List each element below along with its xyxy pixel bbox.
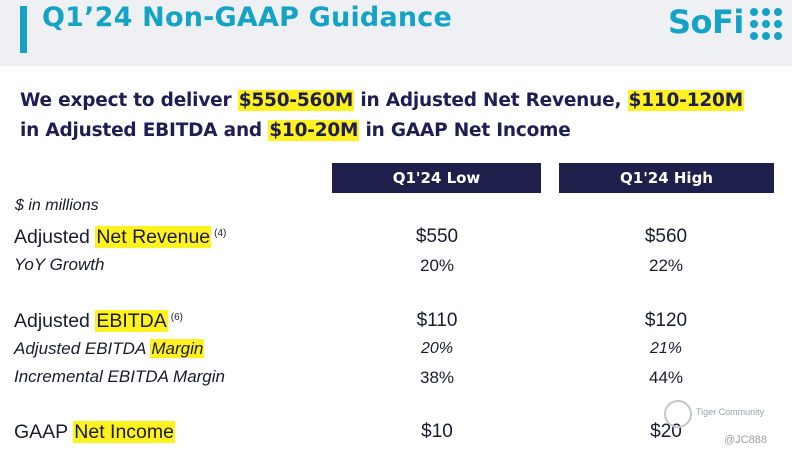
header-bar [0,0,792,66]
row-label-adjusted-ebitda-margin: Adjusted EBITDA Margin [14,339,205,358]
tiger-community-logo-icon [664,400,692,428]
net-income-range-highlight: $10-20M [268,120,360,141]
watermark-brand: Tiger Community [696,407,765,417]
units-label: $ in millions [15,197,99,214]
watermark-handle: @JC888 [724,434,767,446]
row-label-adjusted-ebitda: Adjusted EBITDA (6) [14,310,183,332]
value-incremental-margin-low: 38% [419,368,455,387]
column-header-high: Q1'24 High [559,163,774,193]
value-net-revenue-low: $550 [415,226,459,247]
sofi-logo-mark-icon [750,8,783,41]
value-incremental-margin-high: 44% [648,368,684,387]
sofi-logo: SoFi [668,3,744,41]
value-ebitda-margin-low: 20% [420,340,454,357]
guidance-headline: We expect to deliver $550-560M in Adjust… [20,90,744,141]
title-accent-bar [20,6,27,53]
page-title: Q1’24 Non-GAAP Guidance [42,2,453,33]
row-label-yoy-growth: YoY Growth [14,255,105,274]
value-yoy-growth-high: 22% [648,256,684,275]
value-net-income-low: $10 [421,421,453,442]
column-header-low: Q1'24 Low [332,163,541,193]
value-yoy-growth-low: 20% [419,256,455,275]
row-label-incremental-ebitda-margin: Incremental EBITDA Margin [14,367,225,386]
value-ebitda-high: $120 [644,310,688,331]
value-net-revenue-high: $560 [644,226,688,247]
watermark: Tiger Community @JC888 [662,398,788,454]
value-ebitda-margin-high: 21% [649,340,683,357]
row-label-adjusted-net-revenue: Adjusted Net Revenue (4) [14,226,227,248]
ebitda-range-highlight: $110-120M [627,90,744,111]
value-ebitda-low: $110 [416,310,458,331]
revenue-range-highlight: $550-560M [237,90,355,111]
row-label-gaap-net-income: GAAP Net Income [14,421,175,443]
